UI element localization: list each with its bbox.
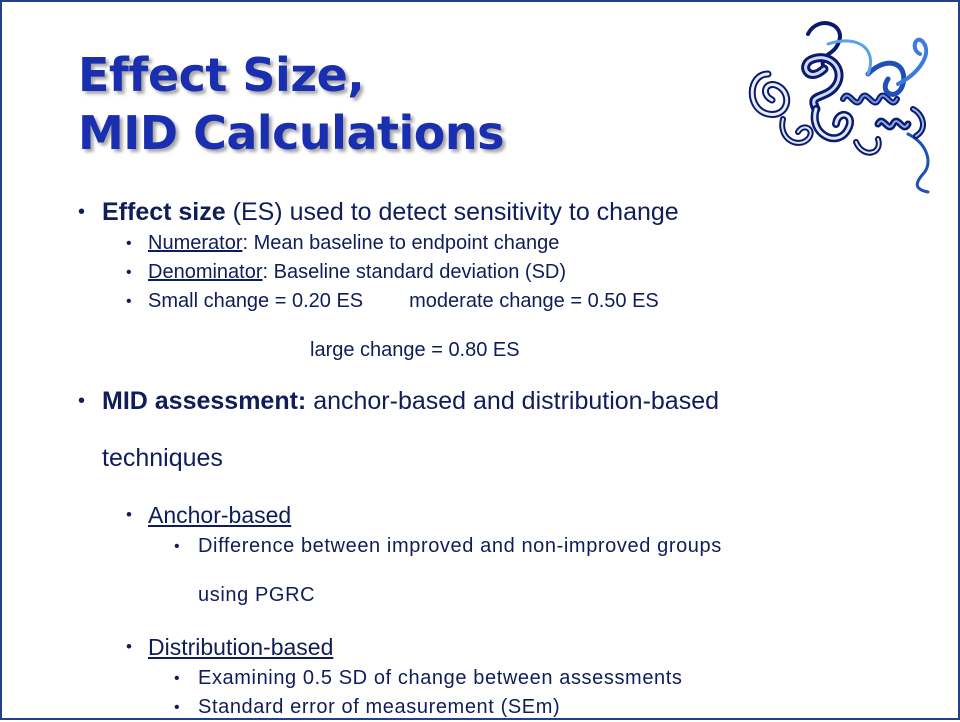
bullet-sem: Standard error of measurement (SEm) bbox=[80, 693, 940, 722]
examining-sd-text: Examining 0.5 SD of change between asses… bbox=[198, 667, 683, 689]
bullet-mid-assessment: MID assessment: anchor-based and distrib… bbox=[78, 385, 940, 418]
small-change: Small change = 0.20 ES bbox=[148, 290, 364, 312]
bullet-anchor-difference: Difference between improved and non-impr… bbox=[80, 532, 940, 561]
distribution-based-label: Distribution-based bbox=[148, 634, 334, 660]
bullet-effect-size: Effect size (ES) used to detect sensitiv… bbox=[78, 196, 940, 229]
bullet-numerator: Numerator: Mean baseline to endpoint cha… bbox=[80, 229, 940, 258]
bullet-examining-sd: Examining 0.5 SD of change between asses… bbox=[80, 664, 940, 693]
title-line-1: Effect Size, bbox=[78, 48, 365, 102]
effect-size-lead: Effect size bbox=[102, 198, 226, 226]
protein-ribbon-icon bbox=[748, 21, 930, 194]
bullet-distribution-based: Distribution-based bbox=[80, 630, 940, 664]
effect-size-text: (ES) used to detect sensitivity to chang… bbox=[225, 198, 679, 226]
sem-text: Standard error of measurement (SEm) bbox=[198, 696, 561, 718]
moderate-change: moderate change = 0.50 ES bbox=[409, 290, 659, 312]
slide-body: Effect size (ES) used to detect sensitiv… bbox=[78, 196, 940, 722]
anchor-difference-text: Difference between improved and non-impr… bbox=[198, 535, 722, 557]
numerator-text: : Mean baseline to endpoint change bbox=[242, 232, 560, 254]
slide-title: Effect Size, MID Calculations bbox=[78, 46, 504, 162]
anchor-difference-continued: using PGRC bbox=[198, 584, 316, 606]
large-change: large change = 0.80 ES bbox=[310, 339, 520, 361]
mid-text: anchor-based and distribution-based bbox=[306, 387, 720, 415]
mid-text-continued: techniques bbox=[102, 444, 223, 472]
denominator-text: : Baseline standard deviation (SD) bbox=[262, 261, 567, 283]
title-line-2: MID Calculations bbox=[78, 106, 504, 160]
anchor-based-label: Anchor-based bbox=[148, 502, 292, 528]
mid-lead: MID assessment: bbox=[102, 387, 307, 415]
denominator-label: Denominator bbox=[148, 261, 263, 283]
bullet-denominator: Denominator: Baseline standard deviation… bbox=[80, 258, 940, 287]
bullet-anchor-based: Anchor-based bbox=[80, 498, 940, 532]
bullet-change-thresholds: Small change = 0.20 ES moderate change = … bbox=[80, 287, 940, 316]
numerator-label: Numerator bbox=[148, 232, 243, 254]
